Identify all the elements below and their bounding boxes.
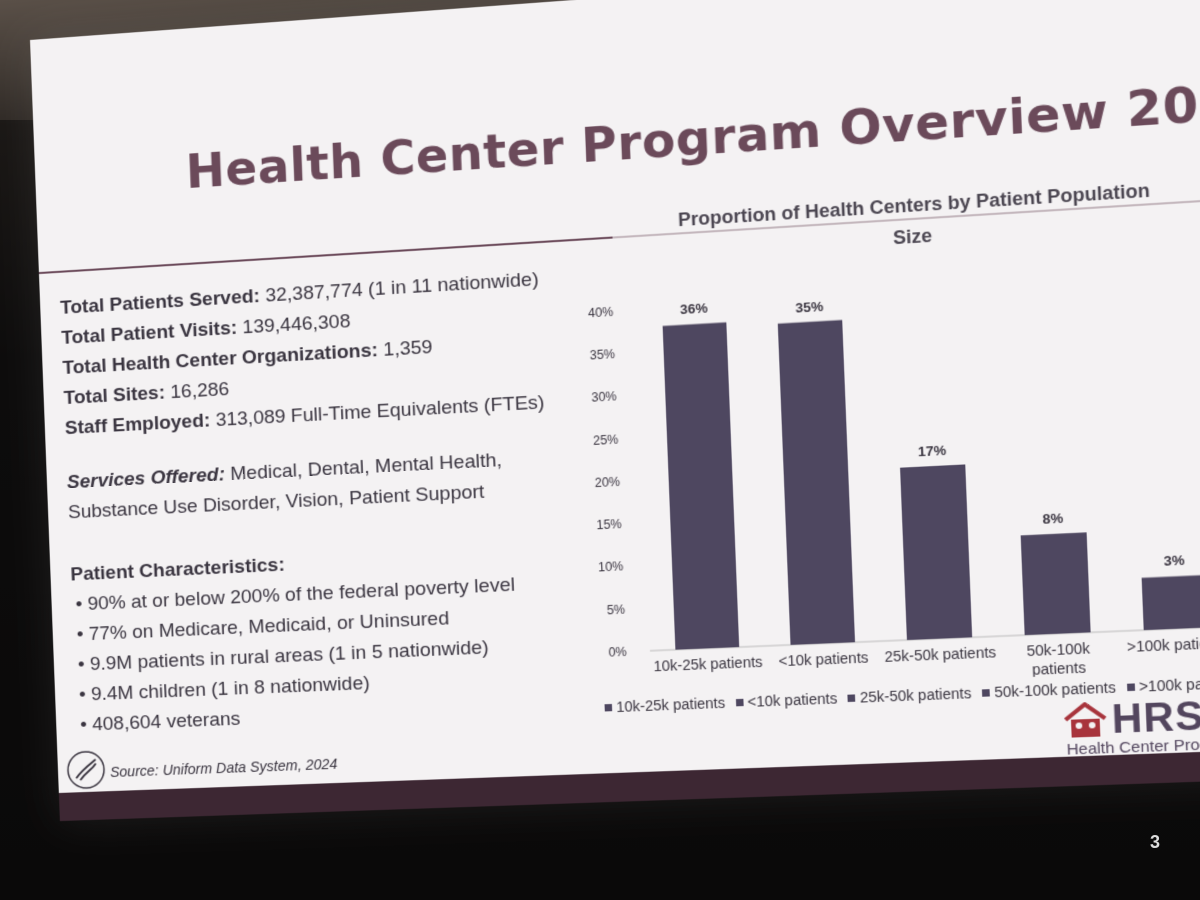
bar <box>1020 532 1091 636</box>
category-label: >100k patients <box>1127 634 1200 655</box>
legend-item: >100k patients <box>1138 673 1200 695</box>
slide-title: Health Center Program Overview 2024 <box>184 71 1200 200</box>
legend-item: 25k-50k patients <box>859 684 972 706</box>
hrsa-logo: HRSA Health Center Program <box>1062 693 1200 759</box>
y-tick-label: 0% <box>608 645 627 660</box>
bar <box>777 319 856 645</box>
category-label: 10k-25k patients <box>653 653 763 674</box>
category-label: 25k-50k patients <box>884 644 996 665</box>
bar <box>662 322 740 650</box>
legend-swatch <box>1126 683 1135 692</box>
y-tick-label: 35% <box>589 347 615 363</box>
data-label: 3% <box>1164 553 1186 570</box>
stats-panel: Total Patients Served: 32,387,774 (1 in … <box>60 260 632 741</box>
data-label: 8% <box>1042 510 1064 527</box>
hhs-seal-icon <box>65 749 107 791</box>
legend-swatch <box>847 694 856 702</box>
y-tick-label: 5% <box>607 602 626 617</box>
y-tick-label: 30% <box>591 390 617 406</box>
house-logo-icon <box>1063 701 1109 738</box>
bar <box>1141 574 1200 631</box>
legend-item: <10k patients <box>747 689 838 711</box>
page-number: 3 <box>1150 832 1161 852</box>
y-tick-label: 20% <box>594 474 620 490</box>
legend-item: 10k-25k patients <box>615 694 726 716</box>
source-note: Source: Uniform Data System, 2024 <box>109 755 338 781</box>
projected-slide: Health Center Program Overview 2024 Tota… <box>30 0 1200 822</box>
legend-item: 50k-100k patients <box>993 678 1117 701</box>
y-tick-label: 40% <box>588 305 614 321</box>
y-tick-label: 15% <box>596 517 622 533</box>
data-label: 35% <box>795 298 824 315</box>
y-tick-label: 10% <box>598 559 624 575</box>
y-tick-label: 25% <box>593 432 619 448</box>
legend-swatch <box>735 698 744 707</box>
hrsa-wordmark: HRSA <box>1110 693 1200 743</box>
legend-swatch <box>982 689 991 697</box>
bar-chart: 0% 5% 10% 15% 20% 25% 30% 35% 40% 36% 10k-25k pati… <box>588 298 1200 695</box>
legend-swatch <box>604 703 613 712</box>
bar <box>900 464 973 641</box>
data-label: 36% <box>680 301 709 318</box>
category-label: patients <box>1032 659 1087 678</box>
category-label: <10k patients <box>778 649 869 669</box>
category-label: 50k-100k <box>1026 640 1090 659</box>
data-label: 17% <box>918 442 947 459</box>
